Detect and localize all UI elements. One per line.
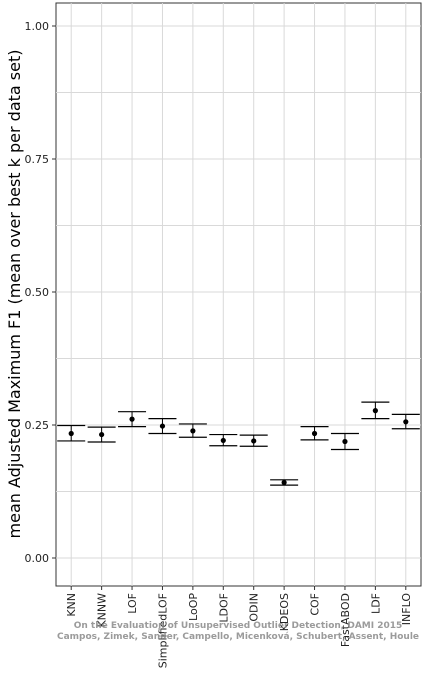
errorbar-SimplifiedLOF [148,418,177,435]
plot-panel [55,2,422,587]
watermark-line-1: On the Evaluation of Unsupervised Outlie… [74,621,403,631]
errorbar-FastABOD [330,432,359,451]
x-tick-label: COF [309,593,322,616]
x-tick-label: KDEOS [278,593,291,631]
x-tick-label: LDF [369,593,382,614]
mean-point [251,438,257,444]
x-tick-label: KNNW [96,593,109,628]
mean-point [403,419,409,425]
errorbar-KNN [57,424,86,442]
errorbar-LDF [361,401,390,420]
y-tick-label: 0.50 [25,286,50,299]
y-tick-label: 0.25 [25,419,50,432]
mean-point [311,430,318,437]
x-tick-label: LOF [126,593,139,614]
x-tick-label: ODIN [248,593,261,622]
errorbar-KNNW [87,426,116,443]
mean-point [220,437,226,444]
mean-point [190,428,196,434]
mean-point [372,408,378,414]
watermark-line-2: Campos, Zimek, Sander, Campello, Micenko… [57,632,419,642]
y-axis: 0.00 0.25 0.50 0.75 1.00 [25,20,56,565]
x-tick-label: LDOF [217,593,230,623]
x-tick-label: LoOP [187,593,200,621]
y-tick-label: 0.00 [25,552,50,565]
x-tick-label: INFLO [400,593,413,626]
grid-lines [56,3,421,586]
error-bars [57,401,420,486]
errorbar-LoOP [178,423,207,438]
x-tick-label: SimplifiedLOF [156,593,169,668]
x-axis: KNN KNNW LOF SimplifiedLOF LoOP LDOF ODIN KDEOS… [65,586,413,668]
errorbar-KDEOS [270,479,299,486]
errorbar-COF [300,425,329,441]
mean-point [159,423,166,429]
mean-point [99,431,105,438]
errorbar-LDOF [209,433,238,447]
y-tick-label: 0.75 [25,153,50,166]
x-tick-label: FastABOD [339,593,352,647]
mean-point [342,438,348,445]
errorbar-LOF [118,411,147,428]
errorbar-INFLO [391,413,420,430]
mean-point [129,416,135,422]
x-tick-label: KNN [65,593,78,617]
mean-point [68,430,74,437]
errorbar-ODIN [239,434,268,447]
mean-point [281,479,287,486]
y-axis-label: mean Adjusted Maximum F1 (mean over best… [5,50,24,539]
y-tick-label: 1.00 [25,20,50,33]
